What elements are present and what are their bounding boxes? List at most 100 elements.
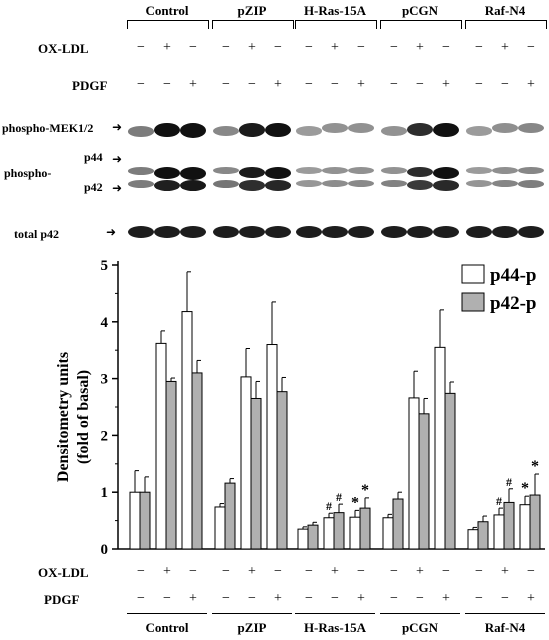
p44-band bbox=[180, 167, 206, 180]
p44-band bbox=[492, 167, 518, 174]
bar-p42-p bbox=[392, 498, 404, 550]
pdgf-sign: − bbox=[137, 77, 145, 92]
pdgf-sign: + bbox=[357, 77, 365, 92]
oxldl-sign: − bbox=[527, 40, 535, 55]
group-label: H-Ras-15A bbox=[303, 3, 367, 18]
group-underline bbox=[465, 613, 545, 614]
p44-band bbox=[518, 167, 544, 175]
y-tick-label: 5 bbox=[101, 258, 109, 274]
pdgf-sign: − bbox=[416, 77, 424, 92]
p42-band bbox=[466, 180, 492, 187]
mek-band bbox=[348, 123, 374, 133]
oxldl-sign: + bbox=[416, 564, 424, 579]
mek-band bbox=[296, 126, 322, 136]
mek-band bbox=[518, 123, 544, 134]
total-p42-band bbox=[433, 226, 459, 238]
blot-label-p44: p44 bbox=[84, 150, 103, 164]
group-underline bbox=[295, 613, 375, 614]
bar-p42-p bbox=[333, 512, 345, 550]
pdgf-sign: − bbox=[137, 591, 145, 606]
pdgf-sign: + bbox=[274, 591, 282, 606]
group-label: pZIP bbox=[237, 3, 267, 18]
p44-band bbox=[128, 167, 154, 175]
p42-band bbox=[433, 180, 459, 191]
mek-band bbox=[433, 123, 459, 138]
bar-p42-p bbox=[477, 521, 489, 550]
total-p42-band bbox=[348, 226, 374, 238]
mek-band bbox=[322, 123, 348, 133]
pdgf-sign: + bbox=[189, 77, 197, 92]
pdgf-sign: − bbox=[501, 77, 509, 92]
mek-band bbox=[128, 126, 154, 137]
bar-p42-p bbox=[359, 507, 371, 550]
pdgf-sign: − bbox=[331, 77, 339, 92]
total-p42-band bbox=[466, 226, 492, 238]
significance-mark: # bbox=[496, 494, 502, 508]
bar-p42-p bbox=[165, 380, 177, 550]
arrow-icon: ➜ bbox=[112, 120, 123, 134]
total-p42-band bbox=[407, 226, 433, 238]
p44-band bbox=[322, 167, 348, 174]
pdgf-row-label: PDGF bbox=[44, 592, 80, 607]
blot-label-p42: p42 bbox=[84, 180, 103, 194]
significance-mark: * bbox=[361, 482, 369, 499]
oxldl-sign: − bbox=[274, 564, 282, 579]
pdgf-sign: − bbox=[305, 77, 313, 92]
p44-band bbox=[296, 167, 322, 174]
p42-band bbox=[296, 180, 322, 187]
group-underline bbox=[380, 613, 460, 614]
bar-p44-p bbox=[349, 516, 361, 550]
oxldl-row-label: OX-LDL bbox=[38, 41, 89, 56]
p44-band bbox=[154, 167, 180, 179]
group-underline bbox=[127, 613, 207, 614]
group-underline bbox=[212, 613, 292, 614]
oxldl-sign: − bbox=[137, 40, 145, 55]
total-p42-band bbox=[239, 226, 265, 238]
group-bracket bbox=[295, 20, 377, 29]
total-p42-band bbox=[296, 226, 322, 238]
significance-mark: # bbox=[506, 475, 512, 489]
blot-label-phospho: phospho- bbox=[4, 166, 52, 180]
oxldl-sign: + bbox=[248, 564, 256, 579]
bar-p44-p bbox=[408, 397, 420, 550]
y-axis-label: (fold of basal) bbox=[75, 370, 92, 464]
y-tick-label: 4 bbox=[101, 315, 109, 331]
p42-band bbox=[265, 180, 291, 191]
total-p42-band bbox=[518, 226, 544, 238]
group-bracket bbox=[465, 20, 547, 29]
legend-swatch bbox=[461, 292, 485, 312]
bar-p44-p bbox=[297, 528, 309, 550]
blot-label-mek: phospho-MEK1/2 bbox=[2, 121, 94, 135]
significance-mark: * bbox=[521, 480, 529, 497]
oxldl-sign: − bbox=[357, 564, 365, 579]
p42-band bbox=[492, 180, 518, 188]
p42-band bbox=[239, 180, 265, 191]
bar-p44-p bbox=[155, 342, 167, 550]
oxldl-sign: − bbox=[274, 40, 282, 55]
pdgf-sign: − bbox=[305, 591, 313, 606]
pdgf-sign: − bbox=[222, 591, 230, 606]
group-label: Control bbox=[145, 620, 189, 635]
oxldl-sign: − bbox=[390, 40, 398, 55]
p42-band bbox=[322, 180, 348, 188]
mek-band bbox=[154, 123, 180, 138]
oxldl-sign: + bbox=[163, 40, 171, 55]
bar-p44-p bbox=[266, 344, 278, 550]
pdgf-sign: − bbox=[475, 77, 483, 92]
oxldl-sign: − bbox=[442, 564, 450, 579]
p44-band bbox=[213, 167, 239, 175]
mek-band bbox=[407, 123, 433, 136]
bar-p42-p bbox=[444, 392, 456, 550]
bar-p44-p bbox=[214, 506, 226, 550]
bar-chart: 0 1 2 3 4 5 Densitometry units (fold of basal) #… bbox=[55, 258, 545, 558]
group-label: Raf-N4 bbox=[484, 3, 526, 18]
oxldl-sign: − bbox=[305, 40, 313, 55]
total-p42-band bbox=[128, 226, 154, 238]
group-label: Raf-N4 bbox=[484, 620, 526, 635]
pdgf-sign: − bbox=[501, 591, 509, 606]
mek-band bbox=[180, 123, 206, 139]
legend-swatch bbox=[461, 264, 485, 284]
group-label: Control bbox=[145, 3, 189, 18]
oxldl-sign: − bbox=[222, 564, 230, 579]
pdgf-sign: − bbox=[248, 591, 256, 606]
